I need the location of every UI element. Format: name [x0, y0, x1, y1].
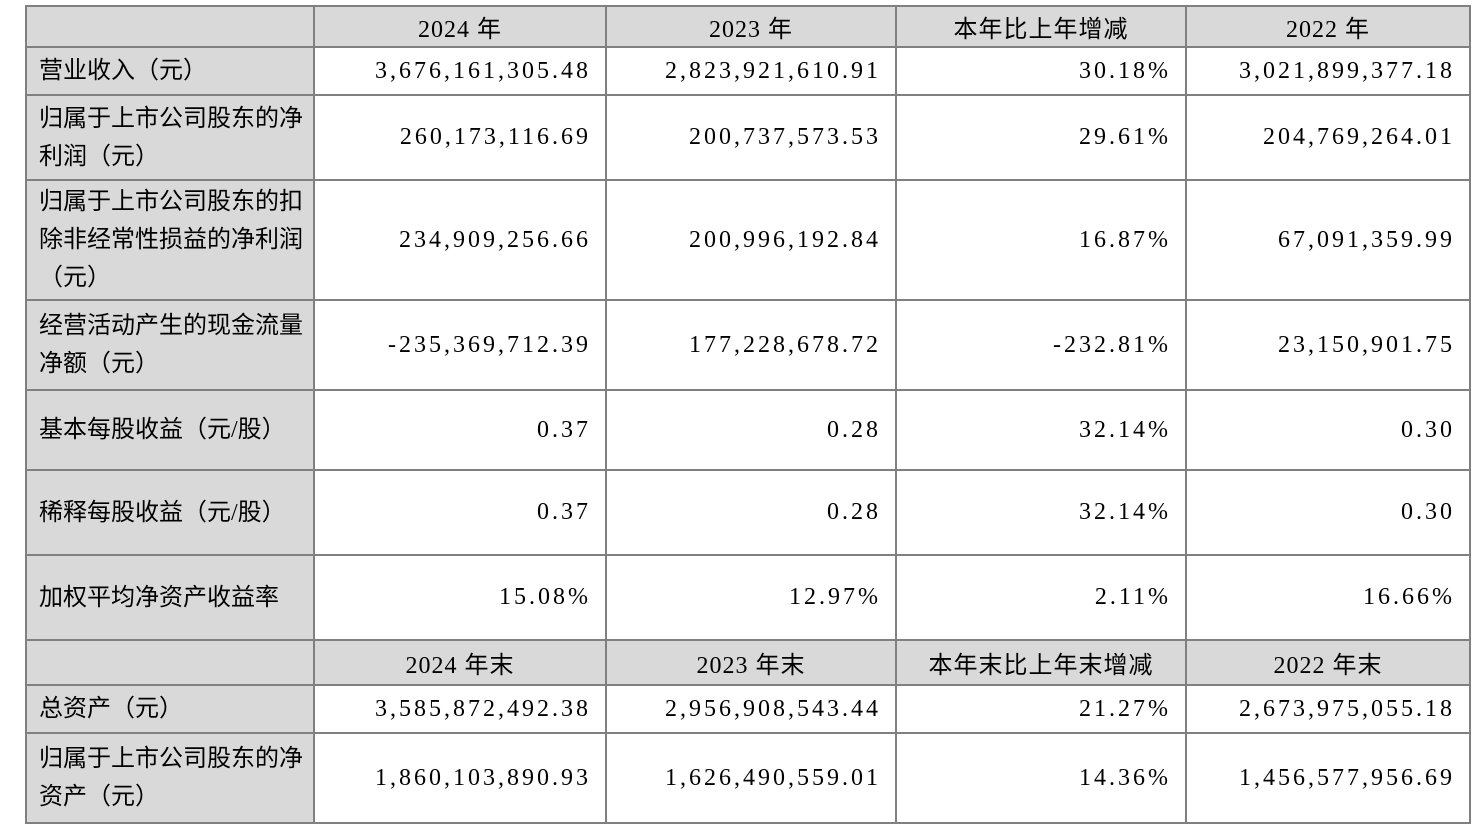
header-cell-2022-end: 2022 年末 — [1185, 639, 1471, 686]
value-change: -232.81% — [895, 299, 1187, 391]
value-2022: 0.30 — [1185, 389, 1471, 471]
table-header-row-year-end: 2024 年末 2023 年末 本年末比上年末增减 2022 年末 — [25, 639, 1471, 686]
value-2023: 0.28 — [605, 389, 897, 471]
table-header-row-annual: 2024 年 2023 年 本年比上年增减 2022 年 — [25, 5, 1471, 48]
value-2023: 0.28 — [605, 469, 897, 556]
header-cell-year-end-change: 本年末比上年末增减 — [895, 639, 1187, 686]
value-2024: 0.37 — [313, 469, 607, 556]
row-label: 基本每股收益（元/股） — [25, 389, 315, 471]
table-row-operating-revenue: 营业收入（元） 3,676,161,305.48 2,823,921,610.9… — [25, 46, 1471, 96]
value-2022: 1,456,577,956.69 — [1185, 732, 1471, 824]
row-label: 加权平均净资产收益率 — [25, 554, 315, 641]
table-row-net-profit-attributable: 归属于上市公司股东的净利润（元） 260,173,116.69 200,737,… — [25, 94, 1471, 181]
value-2022: 0.30 — [1185, 469, 1471, 556]
header-cell-empty — [25, 639, 315, 686]
value-2024: -235,369,712.39 — [313, 299, 607, 391]
value-2024: 234,909,256.66 — [313, 179, 607, 301]
value-2024: 3,585,872,492.38 — [313, 684, 607, 734]
value-change: 16.87% — [895, 179, 1187, 301]
key-accounting-data-table: 2024 年 2023 年 本年比上年增减 2022 年 营业收入（元） 3,6… — [25, 5, 1471, 824]
table-row-diluted-eps: 稀释每股收益（元/股） 0.37 0.28 32.14% 0.30 — [25, 469, 1471, 556]
header-cell-2024-end: 2024 年末 — [313, 639, 607, 686]
row-label: 经营活动产生的现金流量净额（元） — [25, 299, 315, 391]
value-2023: 2,956,908,543.44 — [605, 684, 897, 734]
value-change: 14.36% — [895, 732, 1187, 824]
value-2023: 2,823,921,610.91 — [605, 46, 897, 96]
table-row-net-assets-attributable: 归属于上市公司股东的净资产（元） 1,860,103,890.93 1,626,… — [25, 732, 1471, 824]
row-label: 总资产（元） — [25, 684, 315, 734]
row-label: 归属于上市公司股东的净利润（元） — [25, 94, 315, 181]
header-cell-2023-end: 2023 年末 — [605, 639, 897, 686]
table-row-basic-eps: 基本每股收益（元/股） 0.37 0.28 32.14% 0.30 — [25, 389, 1471, 471]
value-change: 29.61% — [895, 94, 1187, 181]
value-change: 32.14% — [895, 469, 1187, 556]
value-change: 30.18% — [895, 46, 1187, 96]
financial-summary-table: 2024 年 2023 年 本年比上年增减 2022 年 营业收入（元） 3,6… — [25, 5, 1471, 824]
value-2023: 200,996,192.84 — [605, 179, 897, 301]
table-row-net-profit-excl-nonrecurring: 归属于上市公司股东的扣除非经常性损益的净利润（元） 234,909,256.66… — [25, 179, 1471, 301]
table-row-weighted-avg-roe: 加权平均净资产收益率 15.08% 12.97% 2.11% 16.66% — [25, 554, 1471, 641]
value-2023: 1,626,490,559.01 — [605, 732, 897, 824]
value-2022: 3,021,899,377.18 — [1185, 46, 1471, 96]
header-cell-2022: 2022 年 — [1185, 5, 1471, 48]
header-cell-2023: 2023 年 — [605, 5, 897, 48]
value-2023: 200,737,573.53 — [605, 94, 897, 181]
value-2023: 177,228,678.72 — [605, 299, 897, 391]
row-label: 归属于上市公司股东的净资产（元） — [25, 732, 315, 824]
value-2022: 204,769,264.01 — [1185, 94, 1471, 181]
value-2023: 12.97% — [605, 554, 897, 641]
value-2022: 23,150,901.75 — [1185, 299, 1471, 391]
table-row-total-assets: 总资产（元） 3,585,872,492.38 2,956,908,543.44… — [25, 684, 1471, 734]
value-2024: 0.37 — [313, 389, 607, 471]
value-2024: 3,676,161,305.48 — [313, 46, 607, 96]
row-label: 稀释每股收益（元/股） — [25, 469, 315, 556]
header-cell-empty — [25, 5, 315, 48]
value-2022: 67,091,359.99 — [1185, 179, 1471, 301]
header-cell-yoy-change: 本年比上年增减 — [895, 5, 1187, 48]
row-label: 归属于上市公司股东的扣除非经常性损益的净利润（元） — [25, 179, 315, 301]
value-2022: 16.66% — [1185, 554, 1471, 641]
value-2024: 1,860,103,890.93 — [313, 732, 607, 824]
row-label: 营业收入（元） — [25, 46, 315, 96]
value-change: 21.27% — [895, 684, 1187, 734]
value-2022: 2,673,975,055.18 — [1185, 684, 1471, 734]
header-cell-2024: 2024 年 — [313, 5, 607, 48]
value-2024: 260,173,116.69 — [313, 94, 607, 181]
value-change: 2.11% — [895, 554, 1187, 641]
table-row-operating-cash-flow: 经营活动产生的现金流量净额（元） -235,369,712.39 177,228… — [25, 299, 1471, 391]
value-2024: 15.08% — [313, 554, 607, 641]
value-change: 32.14% — [895, 389, 1187, 471]
